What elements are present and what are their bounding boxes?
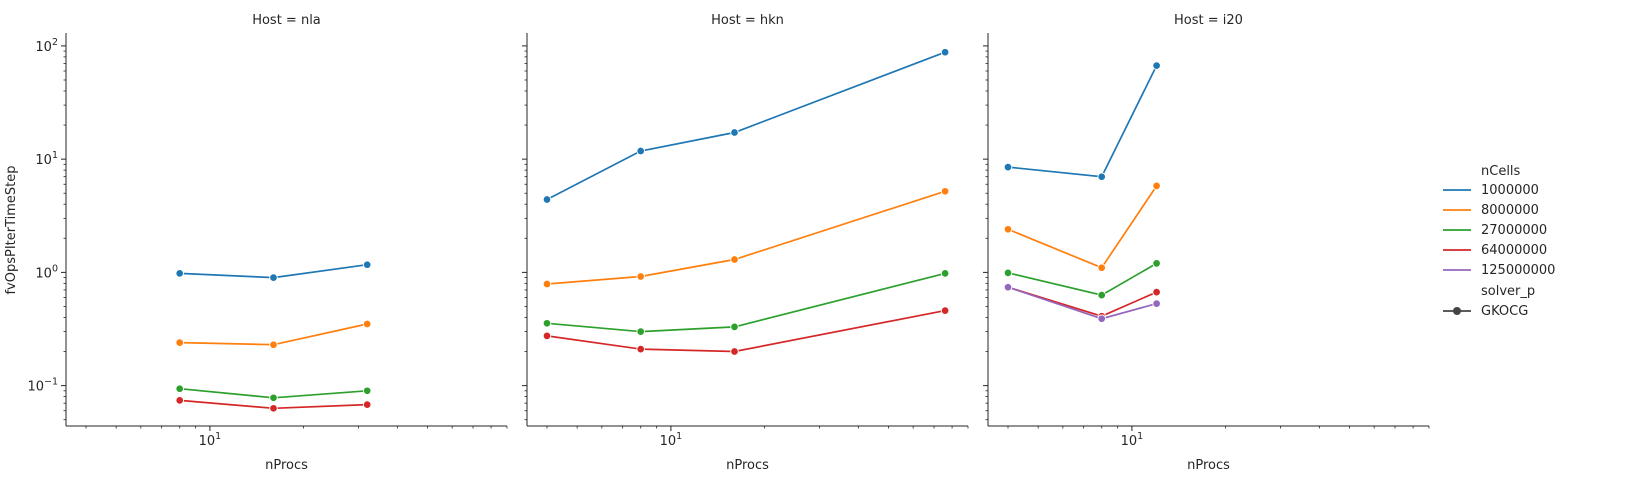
data-point-1000000 xyxy=(542,195,552,204)
legend-title-style: solver_p xyxy=(1481,284,1535,299)
data-point-64000000 xyxy=(542,331,552,341)
data-point-1000000 xyxy=(1097,172,1106,181)
series-line-8000000 xyxy=(546,190,946,285)
data-point-1000000 xyxy=(940,47,950,57)
data-point-8000000 xyxy=(175,338,184,347)
panel-title: Host = i20 xyxy=(1174,13,1243,28)
y-tick-label: 10−1 xyxy=(27,377,58,395)
series-line-1000000 xyxy=(1007,65,1158,178)
series-line-27000000 xyxy=(1007,262,1158,297)
data-point-1000000 xyxy=(730,128,739,137)
data-point-64000000 xyxy=(636,344,645,354)
data-point-64000000 xyxy=(362,400,372,409)
panel-2: Host = i20 nProcs xyxy=(983,13,1430,473)
series-line-125000000 xyxy=(1007,286,1157,320)
data-point-27000000 xyxy=(362,386,372,396)
data-point-125000000 xyxy=(1152,299,1161,308)
data-point-27000000 xyxy=(1003,268,1013,278)
legend-label-8000000: 8000000 xyxy=(1481,203,1539,218)
legend-label-64000000: 64000000 xyxy=(1481,243,1547,258)
series-line-8000000 xyxy=(1007,185,1158,269)
x-axis-label: nProcs xyxy=(1187,458,1230,473)
x-axis-label: nProcs xyxy=(726,458,769,473)
y-tick-label: 102 xyxy=(35,37,58,55)
data-point-27000000 xyxy=(730,322,739,332)
data-point-8000000 xyxy=(1152,181,1161,191)
legend-label-125000000: 125000000 xyxy=(1481,263,1555,278)
legend-label-GKOCG: GKOCG xyxy=(1481,304,1528,319)
data-point-1000000 xyxy=(636,146,645,156)
data-point-1000000 xyxy=(1152,61,1161,70)
series-line-1000000 xyxy=(546,51,946,201)
data-point-27000000 xyxy=(175,384,184,393)
data-point-27000000 xyxy=(940,269,950,278)
legend-style-marker xyxy=(1453,307,1461,315)
legend: nCells 1000000 8000000 27000000 64000000 1250… xyxy=(1443,164,1555,319)
data-point-8000000 xyxy=(940,187,950,196)
data-point-8000000 xyxy=(362,319,372,329)
data-point-8000000 xyxy=(1097,263,1106,272)
data-point-8000000 xyxy=(542,279,552,289)
data-point-27000000 xyxy=(636,327,645,336)
x-tick-label: 101 xyxy=(199,431,222,449)
x-axis-label: nProcs xyxy=(265,458,308,473)
data-point-27000000 xyxy=(1097,290,1106,300)
data-point-64000000 xyxy=(1152,287,1161,297)
panel-1: Host = hkn nProcs xyxy=(522,13,969,473)
y-tick-label: 100 xyxy=(35,263,58,281)
x-tick-label: 101 xyxy=(1121,431,1144,449)
legend-label-27000000: 27000000 xyxy=(1481,223,1547,238)
data-point-27000000 xyxy=(269,393,278,403)
data-point-125000000 xyxy=(1003,282,1013,292)
legend-title-hue: nCells xyxy=(1481,164,1521,179)
series-line-27000000 xyxy=(546,272,946,333)
data-point-1000000 xyxy=(175,269,184,278)
data-point-27000000 xyxy=(1152,259,1161,268)
x-tick-label: 101 xyxy=(660,431,683,449)
series-line-64000000 xyxy=(546,309,946,353)
data-point-64000000 xyxy=(269,404,278,413)
data-point-1000000 xyxy=(362,260,372,269)
data-point-8000000 xyxy=(730,255,739,264)
y-axis-label: fvOpsPIterTimeStep xyxy=(4,165,19,294)
data-point-125000000 xyxy=(1097,314,1106,323)
data-point-8000000 xyxy=(636,272,645,281)
data-point-64000000 xyxy=(175,396,184,405)
legend-label-1000000: 1000000 xyxy=(1481,183,1539,198)
data-point-8000000 xyxy=(1003,225,1013,234)
panel-title: Host = nla xyxy=(252,13,321,28)
data-point-27000000 xyxy=(542,319,552,328)
data-point-1000000 xyxy=(269,273,278,282)
panel-title: Host = hkn xyxy=(711,13,784,28)
data-point-64000000 xyxy=(940,306,950,315)
y-tick-label: 101 xyxy=(35,150,58,168)
data-point-64000000 xyxy=(730,347,739,356)
data-point-8000000 xyxy=(269,340,278,349)
panel-0: Host = nla nProcs xyxy=(61,13,508,473)
data-point-1000000 xyxy=(1003,162,1013,172)
